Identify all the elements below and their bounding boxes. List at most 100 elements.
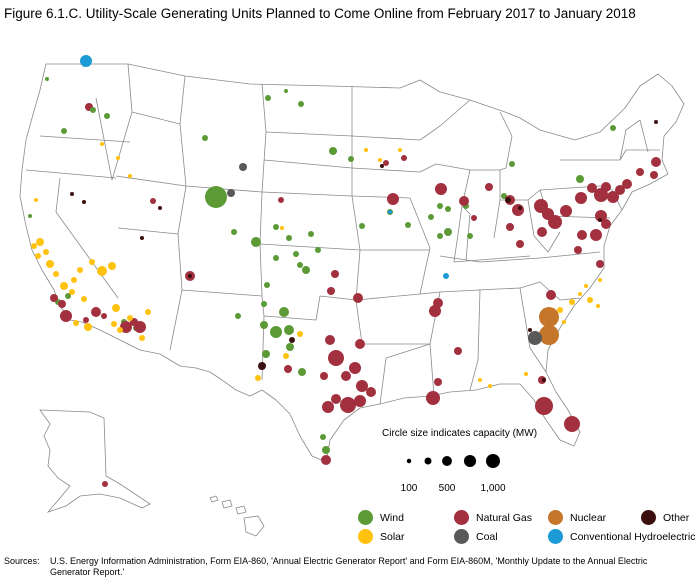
solar-unit-marker bbox=[488, 384, 492, 388]
wind-unit-marker bbox=[329, 147, 337, 155]
solar-unit-marker bbox=[128, 174, 132, 178]
alaska-outline bbox=[39, 409, 151, 513]
legend-label: Solar bbox=[380, 530, 405, 543]
solar-unit-marker bbox=[108, 262, 116, 270]
wind-unit-marker bbox=[273, 224, 279, 230]
wind-unit-marker bbox=[65, 293, 71, 299]
wind-unit-marker bbox=[286, 343, 294, 351]
solar-unit-marker bbox=[584, 284, 588, 288]
solar-unit-marker bbox=[31, 243, 37, 249]
solar-unit-marker bbox=[398, 148, 402, 152]
hydro-unit-marker bbox=[80, 55, 92, 67]
natural-gas-unit-marker bbox=[356, 380, 368, 392]
wind-unit-marker bbox=[405, 222, 411, 228]
solar-unit-marker bbox=[43, 249, 49, 255]
solar-unit-marker bbox=[53, 271, 59, 277]
size-legend-circle bbox=[486, 454, 500, 468]
solar-unit-marker bbox=[60, 282, 68, 290]
solar-unit-marker bbox=[77, 267, 83, 273]
solar-unit-marker bbox=[378, 158, 382, 162]
wind-unit-marker bbox=[279, 307, 289, 317]
wind-unit-marker bbox=[445, 206, 451, 212]
generating-unit-markers bbox=[28, 55, 661, 487]
other-unit-marker bbox=[70, 192, 74, 196]
natural-gas-unit-marker bbox=[320, 372, 328, 380]
natural-gas-unit-marker bbox=[340, 397, 356, 413]
natural-gas-unit-marker bbox=[546, 290, 556, 300]
natural-gas-unit-marker bbox=[426, 391, 440, 405]
natural-gas-unit-marker bbox=[459, 196, 469, 206]
solar-unit-marker bbox=[596, 304, 600, 308]
natural-gas-unit-marker bbox=[102, 481, 108, 487]
natural-gas-unit-marker bbox=[601, 182, 611, 192]
legend-item-natural-gas: Natural Gas bbox=[454, 510, 532, 525]
legend-item-conventional-hydroelectric: Conventional Hydroelectric bbox=[548, 529, 695, 544]
wind-swatch bbox=[358, 510, 373, 525]
natural-gas-unit-marker bbox=[535, 397, 553, 415]
natural-gas-unit-marker bbox=[650, 171, 658, 179]
wind-unit-marker bbox=[202, 135, 208, 141]
natural-gas-unit-marker bbox=[354, 395, 366, 407]
other-unit-marker bbox=[258, 362, 266, 370]
wind-unit-marker bbox=[302, 266, 310, 274]
other-unit-marker bbox=[654, 120, 658, 124]
sources-text: U.S. Energy Information Administration, … bbox=[50, 556, 648, 577]
size-legend-circle bbox=[442, 456, 452, 466]
solar-unit-marker bbox=[100, 142, 104, 146]
coal-unit-marker bbox=[239, 163, 247, 171]
solar-unit-marker bbox=[84, 323, 92, 331]
natural-gas-unit-marker bbox=[50, 294, 58, 302]
wind-unit-marker bbox=[298, 368, 306, 376]
size-legend-circle bbox=[424, 457, 432, 465]
wind-unit-marker bbox=[437, 203, 443, 209]
natural-gas-unit-marker bbox=[322, 401, 334, 413]
wind-unit-marker bbox=[293, 251, 299, 257]
natural-gas-unit-marker bbox=[58, 300, 66, 308]
natural-gas-unit-marker bbox=[366, 387, 376, 397]
natural-gas-unit-marker bbox=[622, 179, 632, 189]
wind-unit-marker bbox=[270, 326, 282, 338]
wind-unit-marker bbox=[260, 321, 268, 329]
natural-gas-unit-marker bbox=[601, 219, 611, 229]
legend-item-coal: Coal bbox=[454, 529, 498, 544]
solar-unit-marker bbox=[34, 198, 38, 202]
solar-unit-marker bbox=[35, 253, 41, 259]
legend-label: Nuclear bbox=[570, 511, 607, 524]
size-legend-circle bbox=[463, 454, 477, 468]
natural-gas-unit-marker bbox=[560, 205, 572, 217]
other-unit-marker bbox=[188, 274, 192, 278]
natural-gas-unit-marker bbox=[433, 298, 443, 308]
nuclear-unit-marker bbox=[539, 307, 559, 327]
natural-gas-unit-marker bbox=[353, 293, 363, 303]
wind-unit-marker bbox=[576, 175, 584, 183]
solar-unit-marker bbox=[127, 315, 133, 321]
solar-unit-marker bbox=[139, 335, 145, 341]
other-swatch bbox=[641, 510, 656, 525]
legend-item-nuclear: Nuclear bbox=[548, 510, 606, 525]
wind-unit-marker bbox=[231, 229, 237, 235]
hawaii-outline bbox=[209, 495, 265, 537]
wind-unit-marker bbox=[45, 77, 49, 81]
wind-unit-marker bbox=[264, 282, 270, 288]
solar-unit-marker bbox=[46, 260, 54, 268]
natural-gas-unit-marker bbox=[590, 229, 602, 241]
natural-gas-unit-marker bbox=[596, 260, 604, 268]
solar-unit-marker bbox=[145, 309, 151, 315]
wind-unit-marker bbox=[298, 101, 304, 107]
solar-unit-marker bbox=[557, 307, 563, 313]
solar-unit-marker bbox=[569, 299, 575, 305]
hydro-unit-marker bbox=[388, 210, 392, 214]
wind-unit-marker bbox=[501, 193, 507, 199]
wind-unit-marker bbox=[610, 125, 616, 131]
solar-unit-marker bbox=[73, 320, 79, 326]
natural-gas-unit-marker bbox=[595, 210, 607, 222]
solar-unit-marker bbox=[111, 321, 117, 327]
wind-unit-marker bbox=[297, 262, 303, 268]
natural-gas-unit-marker bbox=[485, 183, 493, 191]
natural-gas-unit-marker bbox=[434, 378, 442, 386]
coal-unit-marker bbox=[528, 331, 542, 345]
other-unit-marker bbox=[598, 218, 602, 222]
natural-gas-unit-marker bbox=[83, 317, 89, 323]
other-unit-marker bbox=[140, 236, 144, 240]
size-legend-label: 500 bbox=[438, 483, 456, 494]
